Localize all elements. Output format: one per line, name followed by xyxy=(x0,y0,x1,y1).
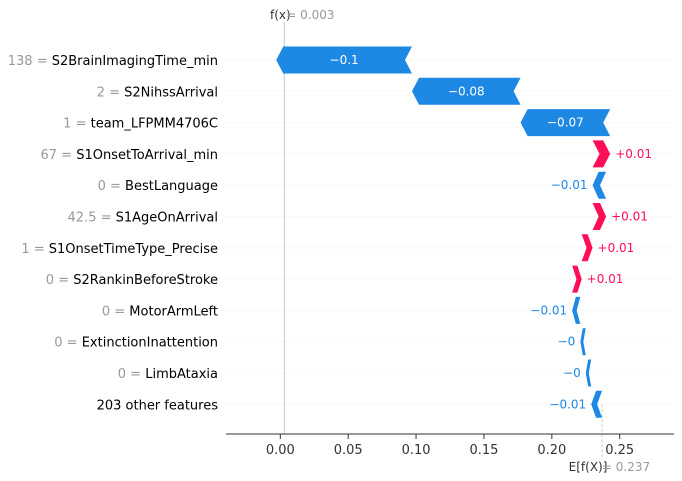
feature-label: 0 = BestLanguage xyxy=(98,179,218,194)
feature-label: 2 = S2NihssArrival xyxy=(97,85,218,100)
x-tick-label: 0.20 xyxy=(537,443,566,458)
feature-label: 0 = LimbAtaxia xyxy=(118,367,218,382)
bar-BestLanguage xyxy=(592,171,607,199)
x-tick-label: 0.25 xyxy=(605,443,634,458)
feature-name: LimbAtaxia xyxy=(145,367,218,382)
feature-name: S2NihssArrival xyxy=(124,85,218,100)
bar-value-label: −0.1 xyxy=(330,53,359,67)
bar-ExtinctionInattention xyxy=(580,328,586,356)
x-tick-label: 0.05 xyxy=(334,443,363,458)
feature-value: 1 = xyxy=(21,242,48,257)
fx-label: f(x) xyxy=(270,8,291,22)
bar-value-label: −0.01 xyxy=(530,303,567,317)
feature-name: team_LFPMM4706C xyxy=(91,117,218,132)
bar-203 other features xyxy=(591,390,603,418)
feature-value: 0 = xyxy=(54,336,81,351)
bar-S2BrainImagingTime_min xyxy=(276,46,412,74)
bar-value-label: +0.01 xyxy=(611,210,648,224)
expected-value: = 0.237 xyxy=(602,460,650,474)
feature-label: 1 = S1OnsetTimeType_Precise xyxy=(21,242,218,257)
bar-LimbAtaxia xyxy=(585,359,592,387)
feature-name: 203 other features xyxy=(97,398,219,413)
expected-value-label: E[f(X)] xyxy=(569,460,608,474)
feature-value: 0 = xyxy=(118,367,145,382)
feature-name: S2BrainImagingTime_min xyxy=(52,54,218,69)
bar-value-label: +0.01 xyxy=(615,147,652,161)
feature-value: 67 = xyxy=(40,148,76,163)
bar-value-label: −0.07 xyxy=(547,116,584,130)
feature-label: 203 other features xyxy=(97,398,219,413)
feature-label: 0 = S2RankinBeforeStroke xyxy=(46,273,218,288)
feature-name: S1OnsetTimeType_Precise xyxy=(49,242,218,257)
feature-name: S1AgeOnArrival xyxy=(116,211,218,226)
feature-value: 1 = xyxy=(63,117,90,132)
feature-value: 0 = xyxy=(102,304,129,319)
bar-value-label: −0.01 xyxy=(549,397,586,411)
feature-value: 0 = xyxy=(46,273,73,288)
feature-label: 138 = S2BrainImagingTime_min xyxy=(8,54,218,69)
feature-name: MotorArmLeft xyxy=(129,304,218,319)
feature-value: 2 = xyxy=(97,85,124,100)
bar-S1AgeOnArrival xyxy=(592,203,607,230)
bar-S1OnsetToArrival_min xyxy=(592,140,611,168)
feature-label: 0 = MotorArmLeft xyxy=(102,304,218,319)
bar-value-label: +0.01 xyxy=(598,241,635,255)
bar-S1OnsetTimeType_Precise xyxy=(581,234,593,262)
feature-value: 0 = xyxy=(98,179,125,194)
bar-value-label: −0 xyxy=(563,366,581,380)
x-tick-label: 0.10 xyxy=(402,443,431,458)
feature-label: 67 = S1OnsetToArrival_min xyxy=(40,148,218,163)
bar-value-label: −0 xyxy=(558,335,576,349)
bar-value-label: +0.01 xyxy=(587,272,624,286)
bar-S2RankinBeforeStroke xyxy=(572,265,582,293)
bar-value-label: −0.01 xyxy=(551,178,588,192)
x-tick-label: 0.15 xyxy=(469,443,498,458)
bar-MotorArmLeft xyxy=(572,296,581,324)
x-tick-label: 0.00 xyxy=(266,443,295,458)
feature-name: BestLanguage xyxy=(125,179,218,194)
feature-label: 1 = team_LFPMM4706C xyxy=(63,117,218,132)
feature-label: 0 = ExtinctionInattention xyxy=(54,336,218,351)
fx-value: = 0.003 xyxy=(286,8,334,22)
feature-value: 42.5 = xyxy=(68,211,116,226)
feature-value: 138 = xyxy=(8,54,52,69)
bar-value-label: −0.08 xyxy=(448,84,485,98)
feature-label: 42.5 = S1AgeOnArrival xyxy=(68,211,218,226)
bar-S2NihssArrival xyxy=(411,77,521,105)
feature-name: ExtinctionInattention xyxy=(82,336,218,351)
feature-name: S2RankinBeforeStroke xyxy=(73,273,218,288)
bar-team_LFPMM4706C xyxy=(520,109,611,137)
feature-name: S1OnsetToArrival_min xyxy=(76,148,218,163)
